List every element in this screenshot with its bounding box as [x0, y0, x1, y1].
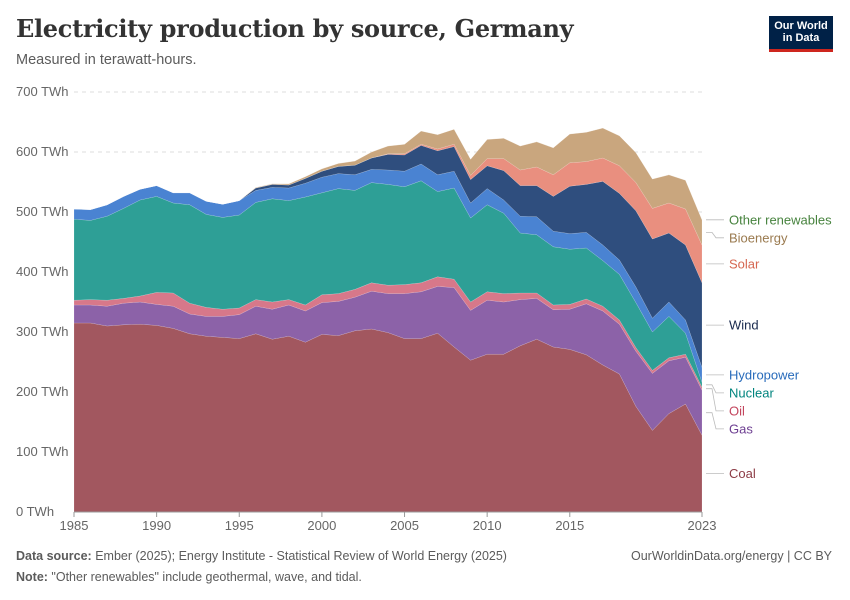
x-tick-label: 1990: [142, 518, 171, 533]
note-label: Note:: [16, 570, 48, 584]
legend-label-oil[interactable]: Oil: [729, 403, 745, 418]
y-tick-label: 600 TWh: [16, 144, 69, 159]
legend-label-hydropower[interactable]: Hydropower: [729, 367, 800, 382]
legend-connector: [706, 388, 724, 412]
x-tick-label: 2015: [555, 518, 584, 533]
x-tick-label: 1985: [60, 518, 89, 533]
chart-note: Note: "Other renewables" include geother…: [16, 570, 362, 584]
y-tick-label: 400 TWh: [16, 264, 69, 279]
y-tick-label: 200 TWh: [16, 384, 69, 399]
y-tick-label: 300 TWh: [16, 324, 69, 339]
legend-connector: [706, 232, 724, 239]
x-tick-label: 2005: [390, 518, 419, 533]
logo-line-1: Our World: [774, 20, 828, 32]
legend-label-gas[interactable]: Gas: [729, 421, 753, 436]
y-tick-label: 500 TWh: [16, 204, 69, 219]
logo-line-2: in Data: [782, 32, 820, 44]
legend-label-coal[interactable]: Coal: [729, 466, 756, 481]
y-tick-label: 0 TWh: [16, 504, 54, 519]
y-tick-label: 100 TWh: [16, 444, 69, 459]
legend-connector: [706, 384, 724, 394]
y-tick-label: 700 TWh: [16, 84, 69, 99]
note-text: "Other renewables" include geothermal, w…: [47, 570, 362, 584]
legend-label-wind[interactable]: Wind: [729, 318, 759, 333]
area-other-renewables[interactable]: [73, 127, 703, 220]
legend-label-nuclear[interactable]: Nuclear: [729, 385, 774, 400]
legend-label-bioenergy[interactable]: Bioenergy: [729, 230, 788, 245]
x-tick-label: 2010: [473, 518, 502, 533]
chart-title: Electricity production by source, German…: [16, 14, 574, 43]
legend-label-solar[interactable]: Solar: [729, 256, 760, 271]
data-source: Data source: Ember (2025); Energy Instit…: [16, 549, 507, 563]
owid-logo[interactable]: Our World in Data: [769, 16, 833, 52]
area-bioenergy[interactable]: [73, 127, 703, 246]
legend-label-other-renewables[interactable]: Other renewables: [729, 212, 832, 227]
data-source-text: Ember (2025); Energy Institute - Statist…: [91, 549, 507, 563]
chart-subtitle: Measured in terawatt-hours.: [16, 52, 197, 68]
x-tick-label: 2023: [688, 518, 717, 533]
data-source-label: Data source:: [16, 549, 92, 563]
legend-connector: [706, 412, 724, 430]
x-tick-label: 1995: [225, 518, 254, 533]
x-tick-label: 2000: [307, 518, 336, 533]
credit-link[interactable]: OurWorldinData.org/energy | CC BY: [630, 549, 832, 563]
